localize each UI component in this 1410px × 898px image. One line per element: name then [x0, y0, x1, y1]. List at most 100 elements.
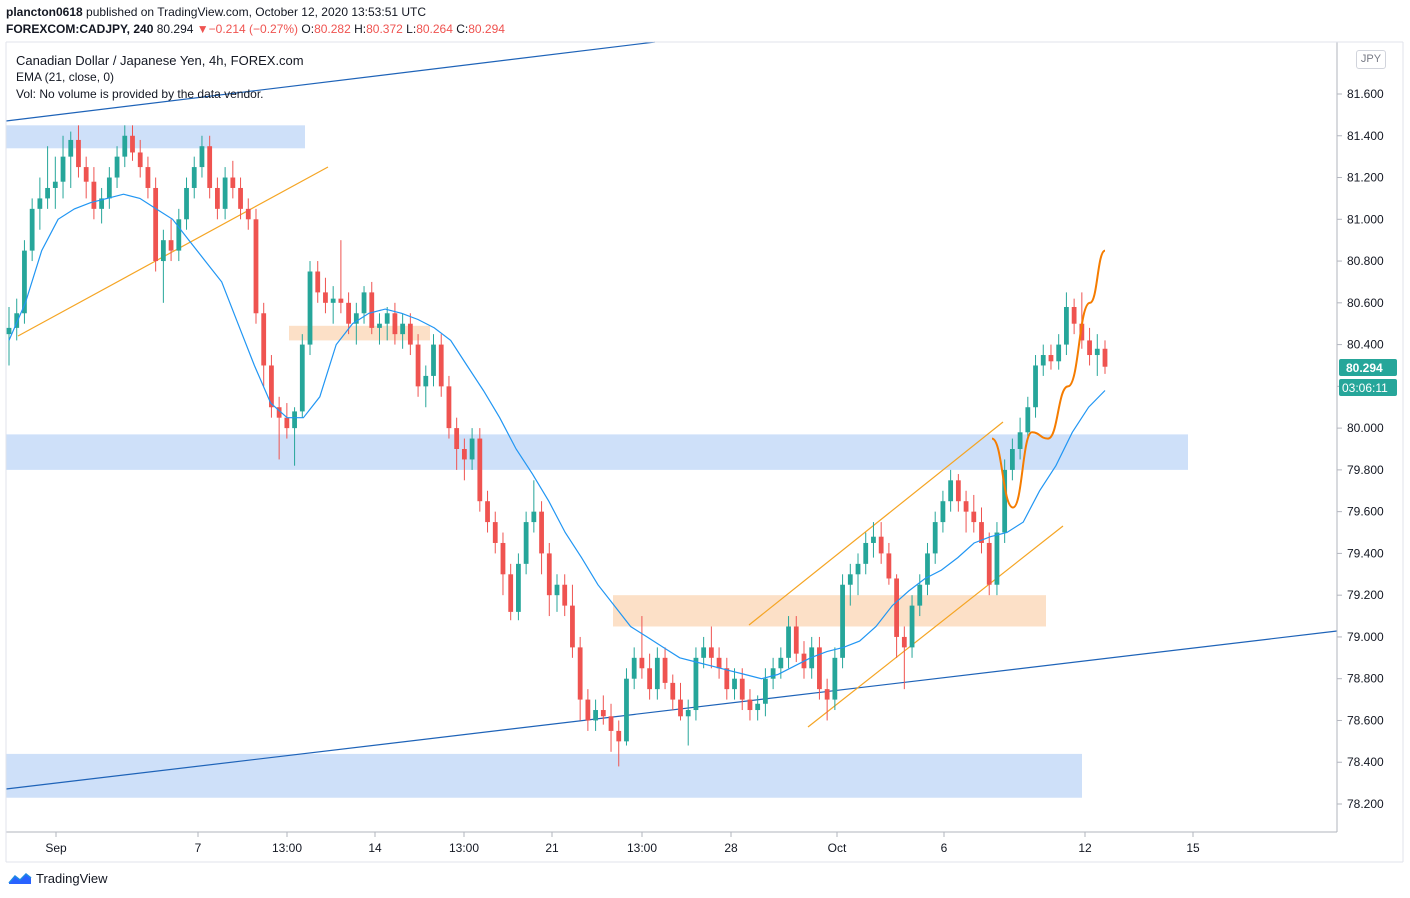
candle-body — [315, 271, 321, 293]
candle-body — [847, 574, 853, 585]
candle-body — [91, 181, 97, 209]
ema-legend[interactable]: EMA (21, close, 0) — [16, 70, 115, 84]
price-tick-label: 79.600 — [1347, 505, 1384, 519]
time-tick-label: 15 — [1186, 841, 1200, 855]
candle-body — [994, 532, 1000, 585]
candle-body — [29, 208, 35, 251]
candle-body — [292, 411, 297, 429]
candle-body — [176, 219, 182, 251]
time-axis[interactable]: Sep 7 13:00 14 13:00 21 13:00 28 Oct 6 12 15 — [45, 832, 1200, 855]
candle-body — [701, 647, 707, 658]
currency-button[interactable]: JPY — [1356, 50, 1386, 69]
candle-body — [979, 522, 984, 543]
candle-body — [22, 250, 27, 314]
candle-body — [855, 563, 861, 575]
candle-body — [353, 313, 359, 324]
price-tick-label: 79.000 — [1347, 630, 1384, 644]
candle-body — [817, 647, 822, 690]
candle-body — [338, 298, 344, 303]
candle-body — [901, 636, 907, 648]
time-tick-label: Sep — [45, 841, 67, 855]
candle-body — [1040, 355, 1046, 366]
candle-body — [616, 730, 622, 742]
candle-body — [1017, 432, 1023, 449]
candle-body — [647, 668, 653, 690]
candle-body — [948, 480, 954, 502]
candle-body — [415, 344, 421, 387]
candle-body — [485, 501, 490, 523]
candle-body — [461, 449, 467, 460]
price-badge-label: 80.294 — [1346, 361, 1383, 375]
candle-body — [14, 313, 20, 328]
price-tick-label: 80.800 — [1347, 254, 1384, 268]
candle-body — [384, 313, 390, 324]
volume-legend[interactable]: Vol: No volume is provided by the data v… — [16, 87, 264, 101]
candle-body — [122, 135, 128, 157]
candle-body — [392, 313, 398, 335]
price-tick-label: 80.400 — [1347, 338, 1384, 352]
candle-body — [986, 542, 992, 585]
candle-body — [871, 536, 876, 543]
time-tick-label: 14 — [368, 841, 382, 855]
price-tick-label: 81.000 — [1347, 212, 1384, 226]
candle-body — [708, 647, 714, 658]
support-resistance-zones — [6, 125, 1188, 798]
publish-line: plancton0618 published on TradingView.co… — [6, 4, 505, 21]
candle-body — [824, 689, 830, 700]
candle-body — [145, 167, 151, 188]
high-value: 80.372 — [366, 22, 403, 36]
candle-body — [184, 187, 189, 220]
price-badge: 80.294 — [1339, 359, 1397, 376]
ohlc-line: FOREXCOM:CADJPY, 240 80.294 ▼−0.214 (−0.… — [6, 21, 505, 38]
candle-body — [299, 344, 305, 412]
price-tick-label: 81.200 — [1347, 171, 1384, 185]
candle-body — [747, 699, 753, 711]
candle-body — [894, 578, 899, 637]
tradingview-logo[interactable]: TradingView — [8, 871, 108, 886]
down-arrow-icon: ▼ — [196, 22, 209, 36]
candle-body — [600, 710, 606, 717]
candle-body — [963, 501, 969, 512]
candle-body — [1048, 355, 1054, 362]
candle-body — [307, 271, 313, 345]
candle-body — [508, 574, 514, 612]
candle-body — [639, 657, 645, 669]
trendlines — [5, 41, 1338, 790]
candle-body — [207, 146, 213, 188]
candle-body — [570, 605, 575, 648]
channel-upper-orange — [748, 421, 1004, 626]
candle-body — [269, 365, 274, 408]
candle-body — [878, 536, 884, 554]
candle-body — [925, 553, 930, 585]
candle-body — [469, 438, 475, 460]
publisher-name[interactable]: plancton0618 — [6, 5, 83, 19]
trendline-upper-blue — [5, 41, 656, 122]
candle-body — [1071, 307, 1077, 324]
price-tick-label: 78.800 — [1347, 672, 1384, 686]
candle-body — [261, 313, 267, 366]
instrument-title[interactable]: Canadian Dollar / Japanese Yen, 4h, FORE… — [16, 53, 304, 68]
candle-body — [793, 626, 799, 654]
price-tick-label: 80.000 — [1347, 421, 1384, 435]
candle-body — [361, 292, 367, 314]
candle-body — [732, 678, 737, 690]
candle-body — [438, 344, 444, 387]
time-tick-label: 21 — [545, 841, 559, 855]
last-price: 80.294 — [156, 22, 194, 36]
candle-body — [539, 511, 544, 554]
chart-legend: Canadian Dollar / Japanese Yen, 4h, FORE… — [16, 52, 304, 103]
zone-blue-4 — [6, 753, 1082, 798]
open-value: 80.282 — [314, 22, 351, 36]
candle-body — [739, 678, 745, 700]
time-tick-label: 12 — [1078, 841, 1092, 855]
open-label: O: — [301, 22, 315, 36]
zone-orange-3 — [613, 595, 1046, 627]
candle-body — [840, 584, 845, 658]
candle-body — [1033, 365, 1038, 408]
candle-body — [1102, 348, 1108, 367]
candle-body — [724, 668, 730, 690]
candle-body — [955, 480, 961, 502]
countdown-badge: 03:06:11 — [1339, 379, 1397, 396]
candle-body — [670, 682, 676, 700]
